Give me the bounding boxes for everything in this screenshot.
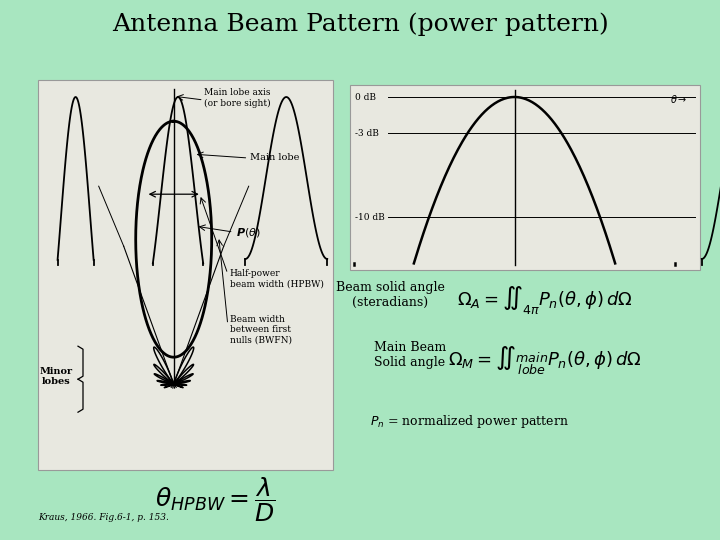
Text: $\Omega_M = \iint_{\substack{main\\lobe}} P_n(\theta,\phi)\,d\Omega$: $\Omega_M = \iint_{\substack{main\\lobe}… xyxy=(448,344,642,376)
Text: Minor
lobes: Minor lobes xyxy=(40,367,73,386)
Text: Beam width
between first
nulls (BWFN): Beam width between first nulls (BWFN) xyxy=(230,315,292,345)
Text: Antenna Beam Pattern (power pattern): Antenna Beam Pattern (power pattern) xyxy=(112,12,608,36)
Text: -3 dB: -3 dB xyxy=(355,129,379,138)
Text: $\theta \rightarrow$: $\theta \rightarrow$ xyxy=(670,93,688,105)
Text: -10 dB: -10 dB xyxy=(355,213,384,221)
Text: $\Omega_A = \iint_{4\pi} P_n(\theta,\phi)\,d\Omega$: $\Omega_A = \iint_{4\pi} P_n(\theta,\phi… xyxy=(457,284,633,316)
Text: Kraus, 1966. Fig.6-1, p. 153.: Kraus, 1966. Fig.6-1, p. 153. xyxy=(38,514,169,523)
FancyBboxPatch shape xyxy=(38,80,333,470)
Text: Main lobe axis
(or bore sight): Main lobe axis (or bore sight) xyxy=(204,88,270,107)
Text: Beam solid angle
(steradians): Beam solid angle (steradians) xyxy=(336,281,444,309)
Text: Main lobe: Main lobe xyxy=(251,153,300,163)
Text: Half-power
beam width (HPBW): Half-power beam width (HPBW) xyxy=(230,269,323,288)
Text: $\boldsymbol{P}(\theta)$: $\boldsymbol{P}(\theta)$ xyxy=(235,226,261,239)
Text: $P_n$ = normalized power pattern: $P_n$ = normalized power pattern xyxy=(370,414,569,430)
Text: $\theta_{HPBW} = \dfrac{\lambda}{D}$: $\theta_{HPBW} = \dfrac{\lambda}{D}$ xyxy=(155,476,276,524)
Text: Main Beam
Solid angle: Main Beam Solid angle xyxy=(374,341,446,369)
Text: 0 dB: 0 dB xyxy=(355,92,376,102)
FancyBboxPatch shape xyxy=(350,85,700,270)
